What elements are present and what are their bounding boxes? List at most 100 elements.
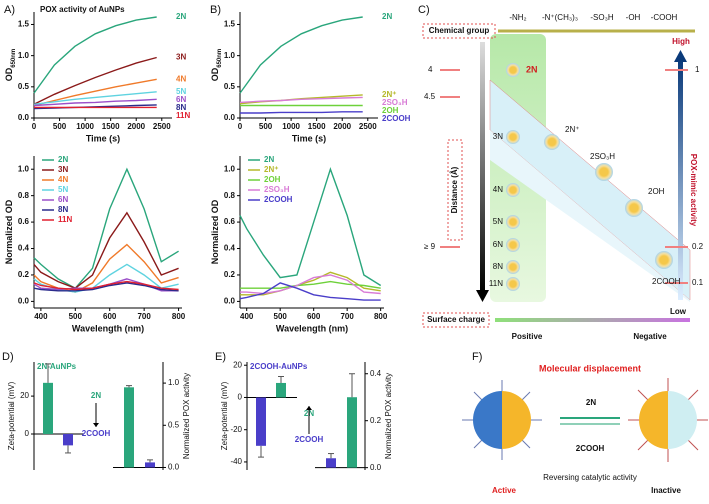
y-tick-label: 0 (25, 429, 30, 438)
series-line (239, 167, 382, 287)
node (506, 238, 520, 252)
y-tick-label: 1.0 (18, 51, 30, 60)
series-line (239, 16, 363, 94)
y-tick-label: 20 (233, 360, 242, 369)
node-label: 2N (526, 64, 538, 74)
y2-tick-label: 0.0 (168, 463, 180, 472)
legend-label: 3N (176, 53, 186, 62)
error-bar (278, 376, 284, 383)
x-tick-label: 2000 (333, 122, 351, 131)
y2-tick-label: 0.0 (370, 463, 382, 472)
y-tick-label: 0.5 (224, 82, 236, 91)
y-tick-label: 0.2 (224, 270, 236, 279)
x-tick-label: 2000 (127, 122, 145, 131)
y2-tick-label: 0.4 (370, 369, 382, 378)
x-axis-label: Wavelength (nm) (72, 323, 144, 333)
bar (43, 382, 53, 434)
panel-label: F) (472, 351, 482, 363)
legend-label: 5N (176, 87, 186, 96)
chart-title: POX activity of AuNPs (40, 5, 125, 14)
title: Molecular displacement (539, 363, 641, 373)
legend-label: 2SO₃H (382, 98, 408, 107)
error-bar (147, 459, 153, 463)
x-tick-label: 500 (274, 312, 288, 321)
y-axis-label: OD650nm (4, 49, 16, 82)
node-label: 6N (493, 240, 503, 249)
arrow-head (674, 50, 687, 62)
legend-label: 2N⁺ (264, 165, 278, 174)
y-tick-label: 0 (238, 393, 243, 402)
series-line (33, 167, 179, 290)
y-axis-label-text: Normalized OD (210, 199, 220, 264)
label: Inactive (651, 486, 681, 495)
chart-title: 2COOH-AuNPs (250, 362, 308, 371)
tick: 0.1 (692, 278, 704, 287)
node (544, 134, 560, 150)
legend-label: 2COOH (264, 195, 293, 204)
y-tick-label: 1.5 (224, 20, 236, 29)
label: Surface charge (427, 315, 485, 324)
legend-label: 2SO₃H (264, 185, 290, 194)
legend-label: 4N (176, 74, 186, 83)
legend-label: 8N (176, 103, 186, 112)
bar (326, 458, 336, 468)
node-label: 11N (489, 279, 503, 288)
y-tick-label: 0.0 (18, 297, 30, 306)
y-tick-label: 0.6 (224, 217, 236, 226)
label: Chemical group (429, 26, 490, 35)
y-tick-label: 1.0 (224, 51, 236, 60)
series-line (33, 16, 157, 94)
error-bar (349, 373, 355, 398)
box (447, 139, 463, 241)
legend-label: 2OH (264, 175, 281, 184)
particle (668, 391, 697, 449)
node-label: 3N (493, 132, 503, 141)
series-line (33, 211, 179, 289)
group: -SO₃H (590, 13, 613, 22)
bar (145, 462, 155, 468)
panel-label: B) (210, 4, 221, 16)
y-axis-label: Normalized OD (210, 199, 220, 264)
y2-tick-label: 1.0 (168, 378, 180, 387)
annotation: 2COOH (295, 435, 324, 444)
x-axis-label: Wavelength (nm) (276, 323, 348, 333)
y-tick-label: 20 (20, 391, 29, 400)
arrows (560, 417, 620, 425)
panel-label: C) (418, 4, 430, 16)
legend-label: 5N (58, 185, 68, 194)
y-tick-label: -40 (230, 457, 242, 466)
particle (502, 391, 531, 449)
label: Low (670, 307, 687, 316)
group: -OH (626, 13, 641, 22)
y-tick-label: 0.2 (18, 270, 30, 279)
node (506, 260, 520, 274)
x-tick-label: 800 (374, 312, 388, 321)
legend-label: 2OH (382, 106, 399, 115)
group: -NH₂ (509, 13, 526, 22)
label: Active (492, 486, 517, 495)
legend-label: 3N (58, 165, 68, 174)
label: Positive (512, 332, 543, 341)
bar (256, 397, 266, 446)
arrow-head (476, 290, 489, 302)
node (506, 63, 520, 77)
panel-label: E) (215, 351, 226, 363)
y-axis-label-sub: 650nm (11, 49, 17, 68)
node (625, 199, 643, 217)
arrow (678, 60, 683, 300)
bar (124, 387, 134, 468)
charge-bar (495, 318, 690, 322)
series-line (240, 271, 381, 296)
node-label: 4N (493, 185, 503, 194)
error-bar (328, 453, 334, 459)
node-label: 2OH (648, 187, 665, 196)
y-tick-label: 0.8 (224, 191, 236, 200)
node (506, 215, 520, 229)
y-tick-label: 0.8 (18, 191, 30, 200)
box (422, 23, 496, 39)
series-line (33, 243, 179, 293)
label: 2N (586, 398, 596, 407)
y-tick-label: 0.5 (18, 82, 30, 91)
error-bar (258, 445, 264, 458)
